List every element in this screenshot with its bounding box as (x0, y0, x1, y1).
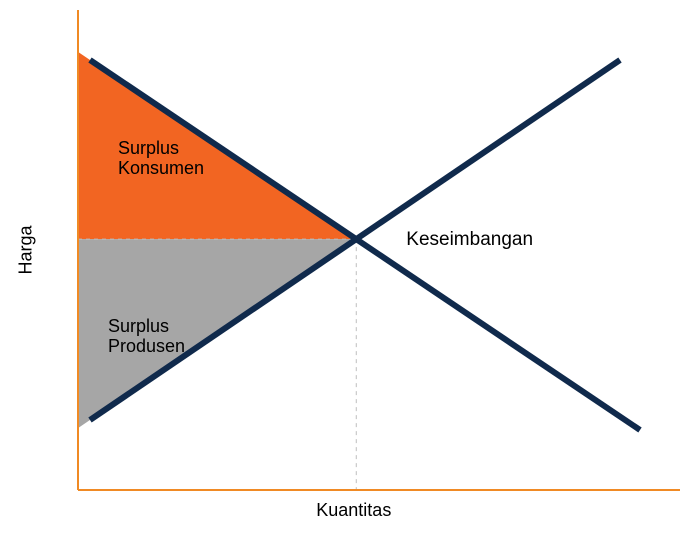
equilibrium-label: Keseimbangan (406, 229, 533, 251)
producer-surplus-label: Surplus Produsen (108, 316, 185, 357)
x-axis-label: Kuantitas (316, 500, 391, 521)
economics-chart: Harga Kuantitas Surplus Konsumen Surplus… (0, 0, 700, 541)
consumer-surplus-label: Surplus Konsumen (118, 138, 204, 179)
chart-canvas (0, 0, 700, 541)
y-axis-label: Harga (15, 225, 36, 274)
